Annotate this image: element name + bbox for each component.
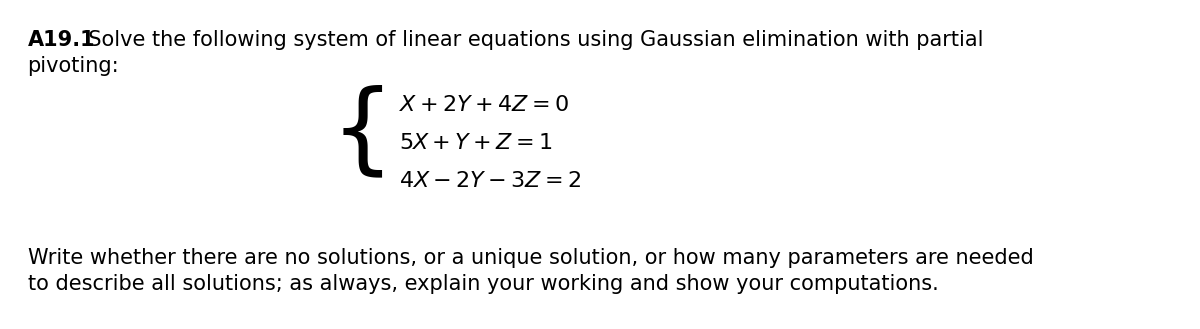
Text: {: {: [330, 85, 394, 182]
Text: pivoting:: pivoting:: [28, 56, 119, 75]
Text: $5X + Y + Z = 1$: $5X + Y + Z = 1$: [400, 133, 552, 153]
Text: A19.1: A19.1: [28, 30, 95, 50]
Text: $4X - 2Y - 3Z = 2$: $4X - 2Y - 3Z = 2$: [400, 171, 582, 191]
Text: Write whether there are no solutions, or a unique solution, or how many paramete: Write whether there are no solutions, or…: [28, 248, 1033, 268]
Text: Solve the following system of linear equations using Gaussian elimination with p: Solve the following system of linear equ…: [76, 30, 984, 50]
Text: $X + 2Y + 4Z = 0$: $X + 2Y + 4Z = 0$: [400, 95, 569, 115]
Text: to describe all solutions; as always, explain your working and show your computa: to describe all solutions; as always, ex…: [28, 273, 938, 293]
